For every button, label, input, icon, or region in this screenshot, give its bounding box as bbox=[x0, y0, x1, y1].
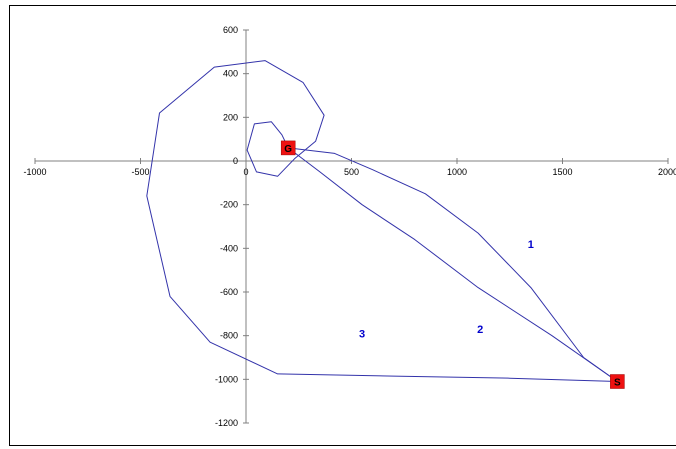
series-line-3 bbox=[146, 60, 618, 382]
marker-label-g: G bbox=[284, 144, 292, 155]
y-tick-label: 200 bbox=[223, 112, 238, 122]
y-tick-label: -200 bbox=[220, 200, 238, 210]
chart-frame bbox=[9, 5, 676, 446]
y-tick-label: 600 bbox=[223, 25, 238, 35]
x-tick-label: -1000 bbox=[23, 167, 46, 177]
y-tick-label: -1000 bbox=[215, 374, 238, 384]
axes: -1000 -500 0 500 1000 1500 20006004002000-200-… bbox=[23, 25, 676, 428]
y-tick-label: -400 bbox=[220, 243, 238, 253]
marker-label-s: S bbox=[614, 378, 621, 389]
y-tick-label: 0 bbox=[233, 156, 238, 166]
series-layer: 1 2 3 bbox=[146, 60, 618, 382]
marker-s bbox=[610, 374, 625, 389]
x-tick-label: 1500 bbox=[552, 167, 572, 177]
y-tick-label: -800 bbox=[220, 331, 238, 341]
y-tick-label: -600 bbox=[220, 287, 238, 297]
markers-layer: GS bbox=[280, 140, 625, 389]
series-line-2 bbox=[287, 147, 618, 382]
y-tick-label: 400 bbox=[223, 69, 238, 79]
y-tick-label: -1200 bbox=[215, 418, 238, 428]
series-label-3: 3 bbox=[359, 328, 365, 340]
x-tick-label: 0 bbox=[243, 167, 248, 177]
x-tick-label: 1000 bbox=[447, 167, 467, 177]
x-tick-label: -500 bbox=[131, 167, 149, 177]
x-tick-label: 2000 bbox=[658, 167, 676, 177]
series-line-1 bbox=[288, 147, 618, 382]
marker-g bbox=[280, 140, 296, 156]
series-label-1: 1 bbox=[528, 239, 534, 251]
series-label-2: 2 bbox=[477, 324, 483, 336]
x-tick-label: 500 bbox=[344, 167, 359, 177]
